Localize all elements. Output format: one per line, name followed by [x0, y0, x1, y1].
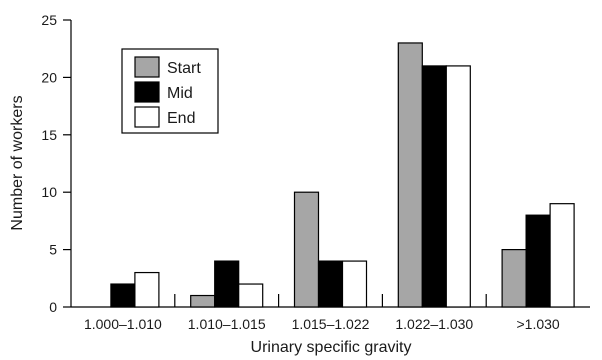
- bar-end: [549, 203, 575, 308]
- y-tick-label: 10: [41, 184, 57, 200]
- legend-swatch-start: [134, 56, 160, 78]
- legend: Start Mid End: [121, 48, 219, 134]
- bar-mid: [525, 214, 551, 308]
- bar-end: [238, 283, 264, 308]
- y-tick-label: 15: [41, 127, 57, 143]
- bar-mid: [421, 65, 447, 308]
- bar-end: [134, 271, 160, 308]
- y-tick-label: 0: [49, 299, 57, 315]
- x-tick-label: 1.015–1.022: [292, 316, 370, 332]
- legend-label-mid: Mid: [167, 85, 193, 102]
- legend-swatch-mid: [134, 81, 160, 103]
- x-ticks: 1.000–1.010 1.010–1.015 1.015–1.022 1.022–1…: [84, 294, 560, 332]
- x-tick-label: 1.022–1.030: [395, 316, 473, 332]
- bar-start: [190, 294, 216, 308]
- bar-start: [501, 249, 527, 308]
- x-axis-title: Urinary specific gravity: [251, 339, 412, 356]
- y-tick-label: 25: [41, 12, 57, 28]
- legend-label-end: End: [167, 110, 195, 127]
- bar-end: [341, 260, 368, 308]
- x-tick-label: 1.010–1.015: [188, 316, 266, 332]
- x-axis: 1.000–1.010 1.010–1.015 1.015–1.022 1.022–1…: [71, 294, 590, 332]
- y-tick-label: 5: [49, 242, 57, 258]
- y-ticks: 0 5 10 15 20 25: [41, 12, 71, 315]
- bar-end: [445, 65, 471, 308]
- bars: [110, 42, 575, 308]
- x-tick-label: >1.030: [516, 316, 559, 332]
- bar-start: [397, 42, 423, 308]
- y-tick-label: 20: [41, 69, 57, 85]
- legend-label-start: Start: [167, 60, 201, 77]
- bar-mid: [214, 260, 240, 308]
- y-axis: 0 5 10 15 20 25: [41, 12, 72, 315]
- x-tick-label: 1.000–1.010: [84, 316, 162, 332]
- y-axis-title: Number of workers: [9, 95, 26, 230]
- bar-mid: [317, 260, 344, 308]
- legend-swatch-end: [134, 106, 160, 128]
- bar-mid: [110, 283, 136, 308]
- bar-start: [293, 191, 320, 308]
